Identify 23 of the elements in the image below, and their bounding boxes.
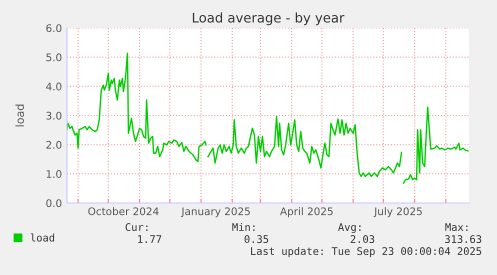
text: 313.63 bbox=[445, 235, 482, 244]
text: 1.77 bbox=[138, 235, 162, 243]
text: 2.03 bbox=[350, 235, 374, 244]
y-tick-label: 2.0 bbox=[46, 140, 62, 149]
text: Max: bbox=[445, 223, 468, 232]
legend-label: load bbox=[30, 233, 54, 242]
y-tick-label: 1.0 bbox=[46, 170, 62, 178]
chart-title: Load average - by year bbox=[192, 12, 344, 26]
y-tick-label: 4.0 bbox=[46, 82, 62, 90]
text: Cur: bbox=[126, 223, 148, 232]
text: 0.35 bbox=[244, 235, 268, 244]
text: Last update: Tue Sep 23 00:00:04 2025 bbox=[251, 246, 482, 258]
x-tick-label: October 2024 bbox=[88, 207, 159, 216]
y-tick-label: 5.0 bbox=[46, 53, 62, 62]
x-tick-label: July 2025 bbox=[374, 207, 422, 218]
x-tick-label: January 2025 bbox=[180, 207, 250, 218]
text: Avg: bbox=[338, 223, 360, 234]
y-axis-title: load bbox=[15, 104, 24, 126]
y-tick-label: 6.0 bbox=[46, 24, 62, 32]
x-tick-label: April 2025 bbox=[280, 207, 333, 218]
y-tick-label: 0.0 bbox=[46, 199, 62, 208]
text: Min: bbox=[232, 222, 254, 231]
y-tick-label: 3.0 bbox=[46, 112, 62, 120]
